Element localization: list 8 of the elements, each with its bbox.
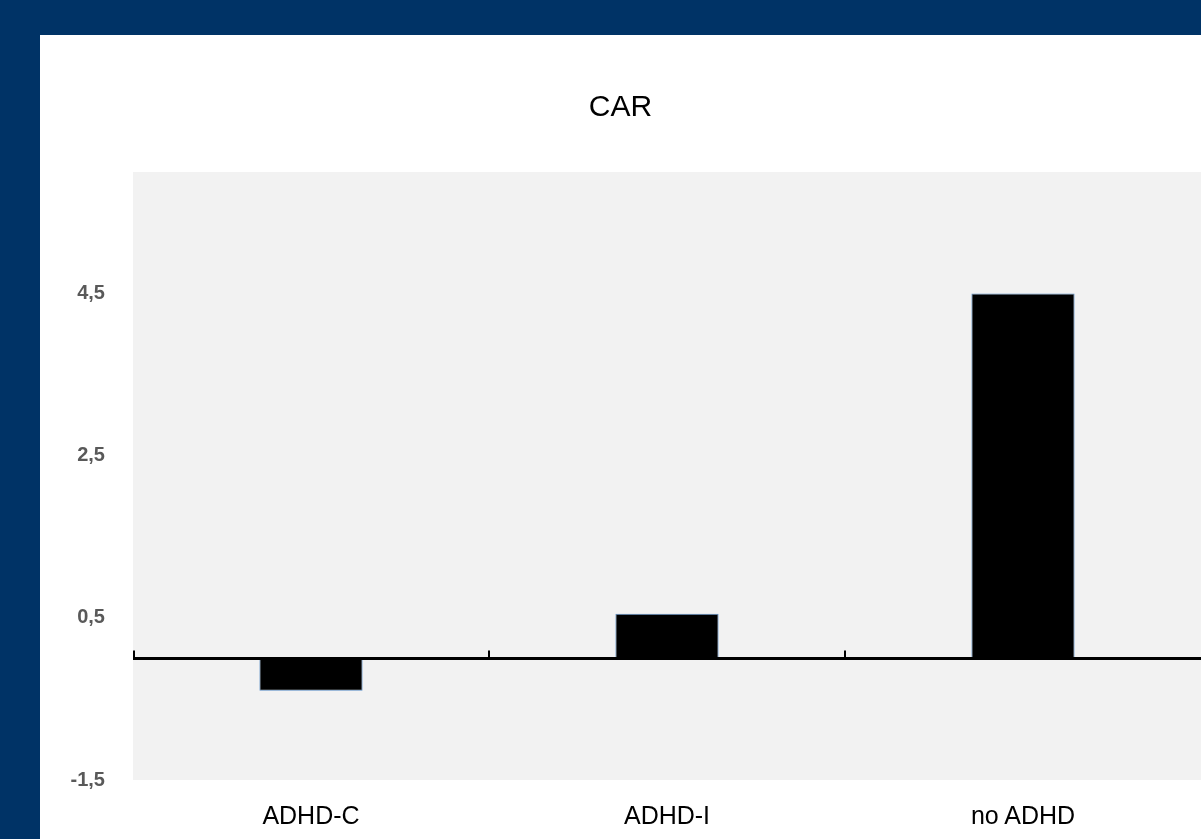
y-tick-label: 2,5: [77, 443, 105, 466]
x-tick-label: ADHD-C: [262, 800, 360, 829]
chart-title: CAR: [588, 89, 653, 123]
y-tick-label: -1,5: [70, 767, 105, 790]
y-tick-label: 4,5: [77, 281, 105, 304]
y-tick-label: 0,5: [77, 605, 105, 628]
x-tick-label: no ADHD: [970, 800, 1076, 829]
x-tick-label: ADHD-I: [623, 800, 711, 829]
